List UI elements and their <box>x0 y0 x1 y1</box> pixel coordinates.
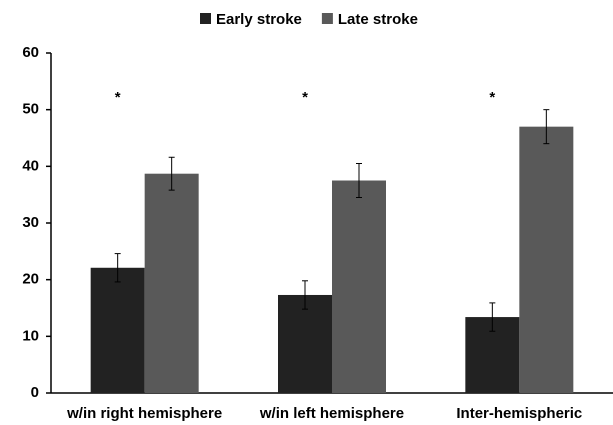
y-tick-label: 30 <box>22 214 39 231</box>
x-tick-label: w/in left hemisphere <box>259 405 404 422</box>
legend-swatch <box>200 13 211 24</box>
y-tick-label: 0 <box>31 384 39 401</box>
legend-label: Late stroke <box>338 11 418 28</box>
error-bar <box>302 280 308 310</box>
bar <box>90 267 145 393</box>
error-bar <box>489 302 496 332</box>
annotation: * <box>115 89 121 106</box>
error-bar <box>168 156 175 191</box>
error-bar <box>114 253 121 283</box>
bar <box>278 294 332 393</box>
y-tick-label: 20 <box>22 271 39 288</box>
bar <box>332 180 386 393</box>
legend-swatch <box>321 13 333 24</box>
bar <box>144 173 199 393</box>
error-bar <box>356 163 362 198</box>
y-tick-label: 10 <box>22 327 39 344</box>
y-tick-label: 40 <box>22 157 39 174</box>
x-tick-label: w/in right hemisphere <box>66 405 222 422</box>
y-tick-label: 50 <box>22 101 39 118</box>
annotation: * <box>489 89 495 106</box>
y-tick-label: 60 <box>22 44 39 61</box>
error-bar <box>543 109 550 145</box>
legend-label: Early stroke <box>216 11 302 28</box>
x-tick-label: Inter-hemispheric <box>456 405 582 422</box>
bar <box>519 126 574 394</box>
annotation: * <box>302 89 308 106</box>
